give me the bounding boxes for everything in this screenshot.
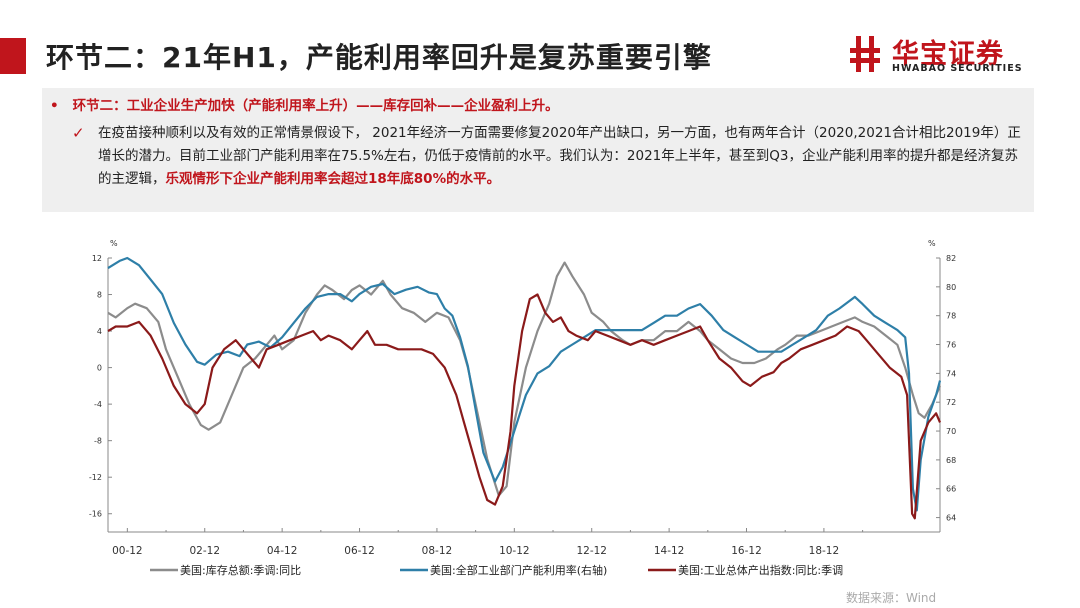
right-tick-label: 82: [946, 254, 956, 263]
right-tick-label: 68: [946, 456, 956, 465]
left-tick-label: -8: [94, 437, 102, 446]
right-tick-label: 74: [946, 369, 956, 378]
summary-body-text: 在疫苗接种顺利以及有效的正常情景假设下， 2021年经济一方面需要修复2020年…: [98, 125, 1021, 187]
x-tick-label: 00-12: [112, 545, 143, 557]
x-tick-label: 10-12: [499, 545, 530, 557]
summary-bullet: • 环节二：工业企业生产加快（产能利用率上升）——库存回补——企业盈利上升。: [50, 98, 559, 114]
data-source: 数据来源：Wind: [846, 591, 937, 605]
right-tick-label: 80: [946, 283, 956, 292]
right-tick-label: 66: [946, 485, 956, 494]
left-tick-label: -12: [89, 473, 102, 482]
x-tick-label: 06-12: [344, 545, 375, 557]
series-line-2: [107, 256, 942, 512]
left-axis-unit: %: [110, 239, 118, 248]
right-tick-label: 76: [946, 341, 956, 350]
series-line-1: [107, 261, 942, 497]
hwabao-logo-icon: [850, 36, 880, 72]
right-tick-label: 70: [946, 427, 956, 436]
summary-body: 在疫苗接种顺利以及有效的正常情景假设下， 2021年经济一方面需要修复2020年…: [98, 122, 1028, 191]
left-tick-label: -16: [89, 510, 102, 519]
line-chart: % 12 8 4 0 -4 -8 -12 -16 % 82 80 78 76 74 72 70 68 66 64 0…: [89, 239, 956, 577]
summary-bullet-text: 环节二：工业企业生产加快（产能利用率上升）——库存回补——企业盈利上升。: [72, 98, 559, 114]
title-accent-bar: [0, 38, 26, 74]
left-tick-label: 0: [97, 364, 102, 373]
x-tick-label: 18-12: [809, 545, 840, 557]
right-tick-label: 78: [946, 312, 956, 321]
x-tick-label: 16-12: [731, 545, 762, 557]
right-axis-unit: %: [928, 239, 936, 248]
logo-text-cn: 华宝证券: [892, 39, 1004, 70]
page-title: 环节二：21年H1，产能利用率回升是复苏重要引擎: [46, 41, 712, 74]
right-tick-label: 64: [946, 514, 956, 523]
x-tick-label: 12-12: [576, 545, 607, 557]
legend-label-3: 美国:工业总体产出指数:同比:季调: [678, 563, 843, 577]
right-tick-label: 72: [946, 398, 956, 407]
summary-box: • 环节二：工业企业生产加快（产能利用率上升）——库存回补——企业盈利上升。 ✓ …: [42, 88, 1034, 212]
company-logo: 华宝证券 HWABAO SECURITIES: [848, 32, 1048, 80]
left-tick-label: -4: [94, 400, 102, 409]
legend-label-2: 美国:全部工业部门产能利用率(右轴): [430, 563, 607, 577]
checkmark-icon: ✓: [72, 124, 85, 142]
x-tick-label: 14-12: [654, 545, 685, 557]
x-tick-label: 04-12: [267, 545, 298, 557]
logo-text-en: HWABAO SECURITIES: [892, 63, 1023, 74]
left-tick-label: 8: [97, 291, 102, 300]
x-tick-label: 08-12: [422, 545, 453, 557]
series-line-3: [107, 293, 942, 520]
left-tick-label: 12: [92, 254, 102, 263]
legend-label-1: 美国:库存总额:季调:同比: [180, 563, 301, 577]
left-tick-label: 4: [97, 327, 102, 336]
summary-highlight-text: 乐观情形下企业产能利用率会超过18年底80%的水平。: [165, 171, 501, 187]
x-tick-label: 02-12: [189, 545, 220, 557]
